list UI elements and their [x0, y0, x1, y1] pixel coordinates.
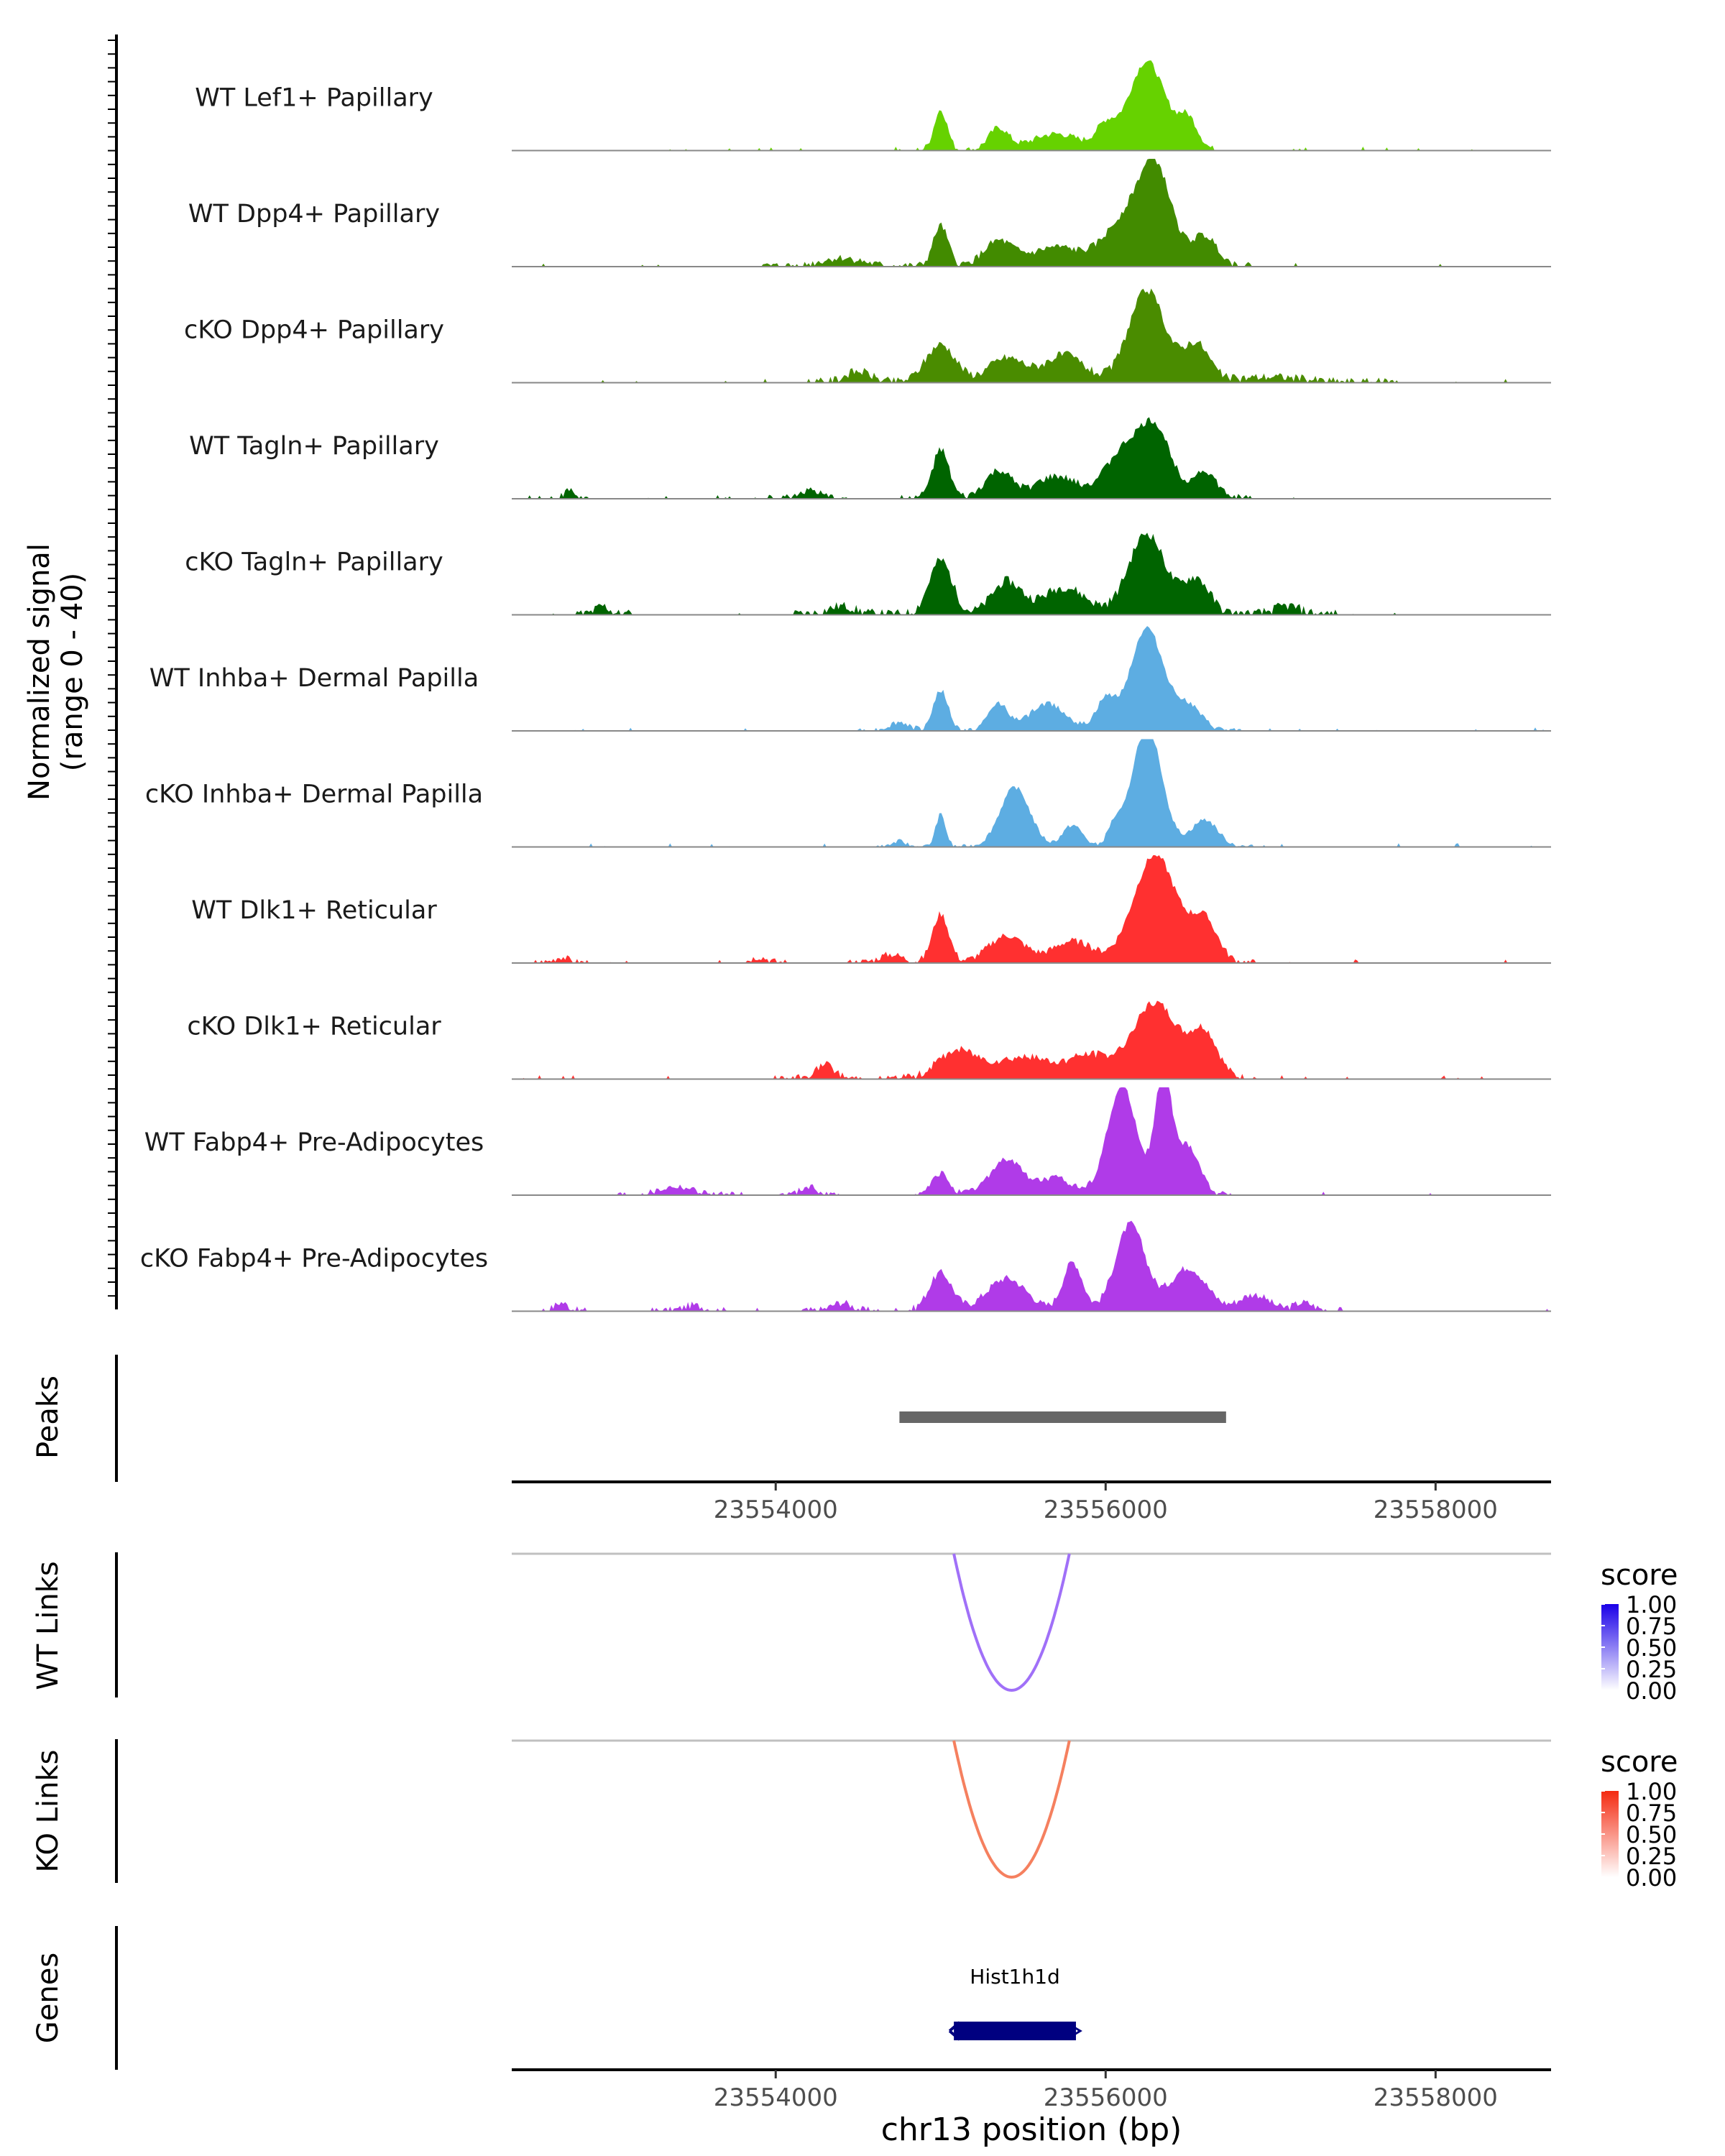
legend-tick-label: 0.25: [1626, 1656, 1677, 1683]
coverage-track-label: WT Inhba+ Dermal Papilla: [150, 664, 479, 693]
link-arc: [952, 1553, 1071, 1692]
coverage-track: cKO Tagln+ Papillary: [185, 533, 1551, 616]
genes-label: Genes: [32, 1953, 65, 2043]
legend-tick-label: 0.25: [1626, 1843, 1677, 1870]
peaks-label: Peaks: [32, 1376, 65, 1459]
coverage-track: cKO Dlk1+ Reticular: [187, 1000, 1551, 1080]
gene-body: [954, 2022, 1076, 2040]
legend-tick-label: 0.00: [1626, 1864, 1677, 1892]
gene: Hist1h1d: [948, 1965, 1082, 2041]
coverage-area: [512, 533, 1551, 615]
genes-marks: Hist1h1d: [948, 1965, 1082, 2041]
coverage-track-label: WT Dpp4+ Papillary: [188, 200, 440, 229]
peaks-x-ticks: 23554000 23556000 23558000: [714, 1482, 1498, 1524]
coverage-area: [512, 288, 1551, 383]
genes-panel: Genes Hist1h1d 23554000 23556000 23558000 …: [32, 1926, 1551, 2148]
coverage-track: WT Dlk1+ Reticular: [191, 855, 1551, 964]
coverage-y-label-range: (range 0 - 40): [56, 573, 89, 771]
coverage-track-label: cKO Dlk1+ Reticular: [187, 1013, 441, 1041]
legend-tick-label: 0.50: [1626, 1634, 1677, 1662]
x-tick-label: 23554000: [714, 1496, 838, 1524]
coverage-y-ticks: [108, 40, 116, 1297]
ko-legend-body: 1.000.750.500.250.00: [1601, 1778, 1677, 1892]
link-arc: [952, 1740, 1071, 1879]
coverage-y-label: Normalized signal: [23, 543, 56, 801]
wt-links-label: WT Links: [32, 1561, 65, 1690]
wt-legend-body: 1.000.750.500.250.00: [1601, 1591, 1677, 1705]
x-tick-label: 23554000: [714, 2083, 838, 2112]
coverage-track-label: cKO Inhba+ Dermal Papilla: [145, 780, 483, 809]
ko-links-panel: KO Links score 1.000.750.500.250.00: [32, 1739, 1678, 1892]
coverage-area: [512, 626, 1551, 731]
gene-label: Hist1h1d: [970, 1965, 1060, 1989]
ko-legend-title: score: [1601, 1746, 1678, 1779]
coverage-track-label: cKO Dpp4+ Papillary: [184, 316, 444, 345]
coverage-track: WT Inhba+ Dermal Papilla: [150, 626, 1551, 732]
coverage-track: WT Dpp4+ Papillary: [188, 159, 1551, 267]
coverage-area: [512, 60, 1551, 151]
coverage-area: [512, 739, 1551, 847]
coverage-track-label: WT Tagln+ Papillary: [189, 432, 439, 461]
legend-tick-label: 1.00: [1626, 1591, 1677, 1618]
gene-strand-arrow: [948, 2021, 961, 2041]
legend-tick-label: 0.75: [1626, 1800, 1677, 1827]
ko-links-marks: [512, 1739, 1551, 1879]
gene-end-mark: [1072, 2025, 1082, 2037]
peaks-panel: Peaks 23554000 23556000 23558000: [32, 1355, 1551, 1524]
coverage-area: [512, 1087, 1551, 1195]
x-tick-label: 23556000: [1044, 2083, 1168, 2112]
wt-legend-title: score: [1601, 1559, 1678, 1592]
x-tick-label: 23556000: [1044, 1496, 1168, 1524]
coverage-area: [512, 1220, 1551, 1312]
coverage-tracks: WT Lef1+ Papillary WT Dpp4+ Papillary cKO …: [140, 60, 1551, 1312]
coverage-track-label: cKO Fabp4+ Pre-Adipocytes: [140, 1245, 488, 1273]
coverage-track-label: cKO Tagln+ Papillary: [185, 548, 443, 577]
x-tick-label: 23558000: [1374, 1496, 1498, 1524]
coverage-track: WT Lef1+ Papillary: [195, 60, 1551, 152]
coverage-track: cKO Fabp4+ Pre-Adipocytes: [140, 1220, 1551, 1312]
coverage-track-label: WT Lef1+ Papillary: [195, 84, 433, 113]
coverage-track: cKO Dpp4+ Papillary: [184, 288, 1551, 384]
x-axis-title: chr13 position (bp): [881, 2111, 1182, 2148]
peaks-marks: [899, 1411, 1226, 1423]
legend-tick-label: 0.75: [1626, 1613, 1677, 1640]
coverage-track-label: WT Fabp4+ Pre-Adipocytes: [144, 1128, 484, 1157]
coverage-track: WT Fabp4+ Pre-Adipocytes: [144, 1087, 1551, 1196]
coverage-panel: Normalized signal (range 0 - 40) WT Lef1…: [23, 34, 1551, 1312]
genes-x-ticks: 23554000 23556000 23558000: [714, 2070, 1498, 2112]
legend-tick-label: 0.50: [1626, 1821, 1677, 1848]
coverage-area: [512, 1000, 1551, 1079]
coverage-area: [512, 417, 1551, 499]
coverage-area: [512, 855, 1551, 963]
coverage-area: [512, 159, 1551, 267]
coverage-track: cKO Inhba+ Dermal Papilla: [145, 739, 1551, 848]
coverage-track-label: WT Dlk1+ Reticular: [191, 896, 437, 925]
ko-score-legend: score 1.000.750.500.250.00: [1601, 1746, 1678, 1892]
ko-links-label: KO Links: [32, 1750, 65, 1873]
legend-tick-label: 1.00: [1626, 1778, 1677, 1805]
wt-score-legend: score 1.000.750.500.250.00: [1601, 1559, 1678, 1705]
wt-links-panel: WT Links score 1.000.750.500.250.00: [32, 1552, 1678, 1705]
wt-links-marks: [512, 1552, 1551, 1692]
legend-tick-label: 0.00: [1626, 1677, 1677, 1705]
x-tick-label: 23558000: [1374, 2083, 1498, 2112]
peak-interval: [899, 1411, 1226, 1423]
coverage-track: WT Tagln+ Papillary: [189, 417, 1551, 499]
